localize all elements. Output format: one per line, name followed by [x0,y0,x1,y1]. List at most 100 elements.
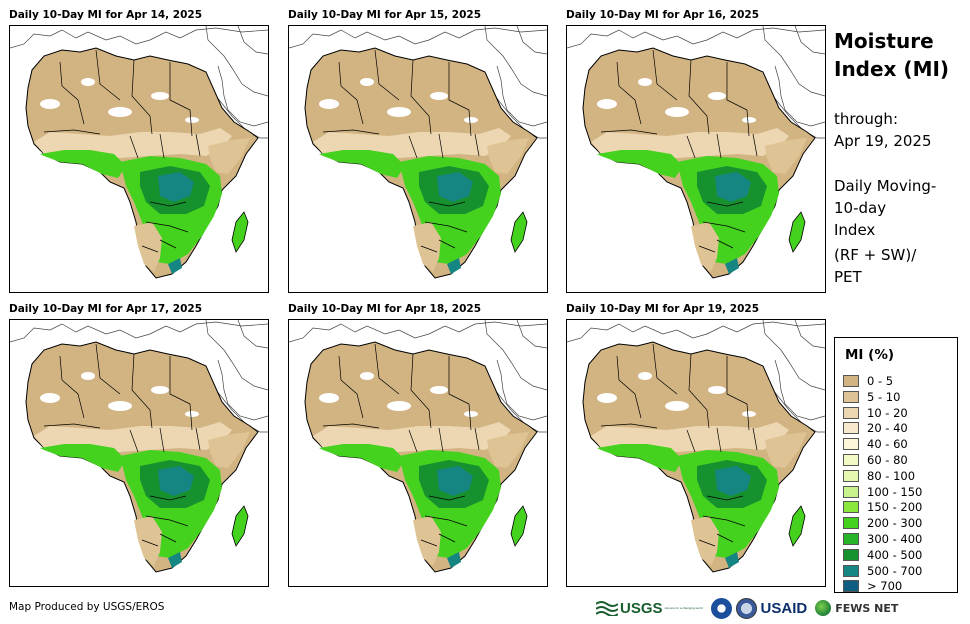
europe-outline [289,321,547,343]
legend-row: 100 - 150 [843,485,922,499]
legend-swatch [843,375,859,387]
congo-core-zone [715,172,751,202]
congo-core-zone [715,466,751,496]
legend-swatch [843,469,859,482]
legend-label: > 700 [867,579,903,594]
legend-swatch [843,564,859,577]
white-patch [319,99,339,109]
country-borders [600,343,758,547]
legend-swatch [843,580,859,593]
map-panel-apr-19: Daily 10-Day MI for Apr 19, 2025 [566,303,826,593]
legend-swatch [843,422,859,435]
white-patch [360,372,374,380]
southeast-coast-zone [168,552,182,568]
map-frame [9,319,269,587]
fews-net-logo-text: FEWS NET [835,601,899,615]
white-patch [430,386,448,394]
white-patch [151,386,169,394]
country-borders [600,49,758,253]
middle-east-outline [205,26,268,127]
panel-title: Daily 10-Day MI for Apr 16, 2025 [566,9,760,21]
usgs-logo-tagline: science for a changing world [664,606,703,610]
africa-map [10,320,268,573]
congo-core-zone [437,172,473,202]
white-patch [708,92,726,100]
southeast-coast-zone [447,258,461,274]
panel-title: Daily 10-Day MI for Apr 17, 2025 [9,303,203,315]
horn-of-africa-zone [765,432,807,468]
madagascar [231,505,249,547]
dhs-seal-icon [735,597,757,619]
country-borders [43,49,201,253]
formula-block: (RF + SW)/ PET [834,244,916,288]
usaid-logo-text: USAID [760,599,808,617]
africa-map [10,26,268,279]
legend-label: 500 - 700 [867,563,923,578]
legend-swatch [843,438,859,451]
main-title-line2: Index (MI) [834,57,950,81]
white-patch [387,107,411,117]
madagascar [788,505,806,547]
africa-map [567,26,825,279]
legend-label: 40 - 60 [867,437,908,452]
middle-east-outline [205,320,268,421]
white-patch [597,99,617,109]
legend-label: 0 - 5 [867,374,894,388]
legend-row: 80 - 100 [843,469,915,483]
map-frame [566,319,826,587]
white-patch [708,386,726,394]
legend-swatch [843,454,859,466]
southeast-coast-zone [447,552,461,568]
legend-row: 10 - 20 [843,406,908,420]
europe-outline [10,27,268,49]
europe-outline [567,321,825,343]
country-borders [43,343,201,547]
legend-title: MI (%) [845,347,895,363]
west-africa-wet-zone [40,444,126,472]
map-panel-apr-16: Daily 10-Day MI for Apr 16, 2025 [566,9,826,299]
white-patch [360,78,374,86]
southern-africa-dry-zone [134,516,162,566]
west-africa-wet-zone [319,150,405,178]
southern-africa-dry-zone [691,222,719,272]
legend-swatch [843,390,859,403]
through-date: Apr 19, 2025 [834,132,932,150]
map-frame [288,25,548,293]
usgs-logo: USGS science for a changing world [596,600,703,617]
country-borders [322,343,480,547]
legend-swatch [843,485,859,498]
usaid-logo: USAID [761,600,808,617]
map-panel-apr-18: Daily 10-Day MI for Apr 18, 2025 [288,303,548,593]
white-patch [387,401,411,411]
white-patch [319,393,339,403]
legend-row: 60 - 80 [843,453,908,467]
middle-east-outline [484,26,547,127]
middle-east-outline [762,26,825,127]
map-panel-apr-17: Daily 10-Day MI for Apr 17, 2025 [9,303,269,593]
congo-core-zone [158,172,194,202]
europe-outline [289,27,547,49]
congo-core-zone [158,466,194,496]
southeast-coast-zone [168,258,182,274]
southern-africa-dry-zone [413,516,441,566]
white-patch [597,393,617,403]
southern-africa-dry-zone [413,222,441,272]
legend-row: 400 - 500 [843,548,922,562]
legend-label: 60 - 80 [867,453,908,467]
legend-label: 80 - 100 [867,468,916,483]
southern-africa-dry-zone [134,222,162,272]
madagascar [510,505,528,547]
madagascar [231,211,249,253]
main-title: Moisture Index (MI) [834,27,949,83]
panel-title: Daily 10-Day MI for Apr 15, 2025 [288,9,482,21]
legend-label: 200 - 300 [867,516,923,531]
white-patch [430,92,448,100]
white-patch [108,107,132,117]
map-panel-apr-15: Daily 10-Day MI for Apr 15, 2025 [288,9,548,299]
africa-map [289,26,547,279]
africa-map [289,320,547,573]
legend-label: 20 - 40 [867,421,908,436]
horn-of-africa-zone [208,138,250,174]
white-patch [742,411,756,417]
